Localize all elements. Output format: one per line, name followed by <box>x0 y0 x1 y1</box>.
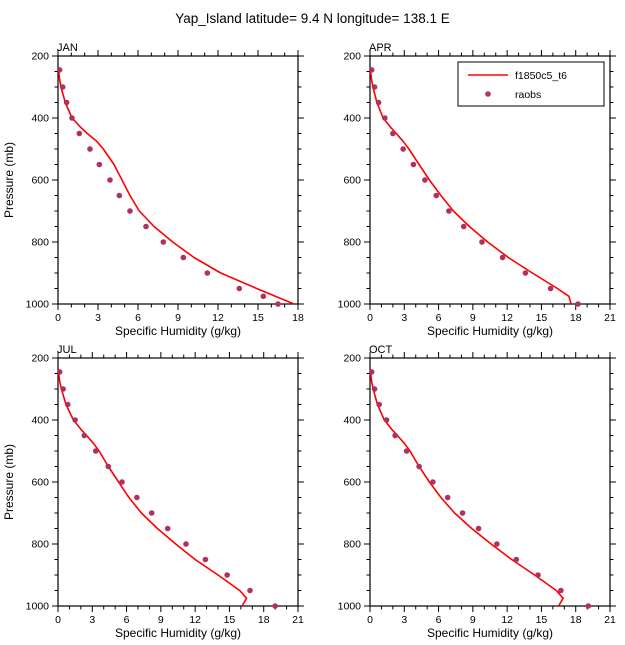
svg-text:Pressure (mb): Pressure (mb) <box>2 444 16 520</box>
svg-text:9: 9 <box>175 312 181 324</box>
svg-text:800: 800 <box>343 539 361 551</box>
svg-text:Specific Humidity (g/kg): Specific Humidity (g/kg) <box>427 626 553 640</box>
svg-text:15: 15 <box>536 312 548 324</box>
svg-text:0: 0 <box>367 312 373 324</box>
svg-text:400: 400 <box>343 415 361 427</box>
svg-text:1000: 1000 <box>26 299 50 311</box>
svg-text:12: 12 <box>501 614 513 626</box>
svg-text:800: 800 <box>31 539 49 551</box>
svg-text:400: 400 <box>31 415 49 427</box>
svg-text:15: 15 <box>536 614 548 626</box>
panel-apr: 0 3 6 9 12 15 18 21 200 400 600 800 1000 APR Specific … <box>312 36 624 338</box>
svg-text:OCT: OCT <box>369 344 393 356</box>
svg-text:9: 9 <box>470 614 476 626</box>
svg-text:3: 3 <box>401 312 407 324</box>
svg-text:Specific Humidity (g/kg): Specific Humidity (g/kg) <box>115 324 241 338</box>
panel-jan-plot: 0 3 6 9 12 15 18 200 400 600 800 1000 JAN Specific Hu… <box>2 42 304 338</box>
figure-title: Yap_Island latitude= 9.4 N longitude= 13… <box>175 10 450 26</box>
svg-text:9: 9 <box>470 312 476 324</box>
svg-text:21: 21 <box>604 614 616 626</box>
svg-text:Specific Humidity (g/kg): Specific Humidity (g/kg) <box>115 626 241 640</box>
svg-text:12: 12 <box>501 312 513 324</box>
svg-text:3: 3 <box>95 312 101 324</box>
svg-text:600: 600 <box>343 477 361 489</box>
panel-jan: 0 3 6 9 12 15 18 200 400 600 800 1000 JAN Specific Hu… <box>0 36 312 338</box>
svg-text:200: 200 <box>31 353 49 365</box>
svg-text:15: 15 <box>224 614 236 626</box>
svg-text:1000: 1000 <box>26 601 50 613</box>
svg-text:Specific Humidity (g/kg): Specific Humidity (g/kg) <box>427 324 553 338</box>
svg-text:3: 3 <box>401 614 407 626</box>
svg-text:6: 6 <box>135 312 141 324</box>
svg-text:200: 200 <box>31 51 49 63</box>
svg-text:200: 200 <box>343 353 361 365</box>
svg-text:0: 0 <box>55 614 61 626</box>
svg-text:12: 12 <box>212 312 224 324</box>
svg-text:raobs: raobs <box>515 89 541 101</box>
panel-oct: 0 3 6 9 12 15 18 21 200 400 600 800 1000 OCT Specific … <box>312 338 624 640</box>
svg-text:21: 21 <box>292 614 304 626</box>
svg-text:800: 800 <box>343 237 361 249</box>
svg-text:21: 21 <box>604 312 616 324</box>
panel-jul-plot: 0 3 6 9 12 15 18 21 200 400 600 800 1000 JUL Specific … <box>2 344 304 640</box>
panel-oct-plot: 0 3 6 9 12 15 18 21 200 400 600 800 1000 OCT Specific … <box>338 344 616 640</box>
svg-text:18: 18 <box>258 614 270 626</box>
svg-text:JUL: JUL <box>57 344 77 356</box>
svg-text:f1850c5_t6: f1850c5_t6 <box>515 70 567 82</box>
svg-text:18: 18 <box>570 614 582 626</box>
svg-text:800: 800 <box>31 237 49 249</box>
svg-text:3: 3 <box>89 614 95 626</box>
svg-text:0: 0 <box>367 614 373 626</box>
svg-text:1000: 1000 <box>338 299 362 311</box>
svg-text:400: 400 <box>343 113 361 125</box>
svg-text:APR: APR <box>369 42 392 54</box>
svg-text:9: 9 <box>158 614 164 626</box>
svg-text:6: 6 <box>436 614 442 626</box>
svg-text:6: 6 <box>124 614 130 626</box>
svg-text:0: 0 <box>55 312 61 324</box>
panel-grid: 0 3 6 9 12 15 18 200 400 600 800 1000 JAN Specific Hu… <box>0 36 624 640</box>
svg-text:18: 18 <box>570 312 582 324</box>
svg-text:600: 600 <box>343 175 361 187</box>
svg-text:1000: 1000 <box>338 601 362 613</box>
svg-text:Pressure (mb): Pressure (mb) <box>2 142 16 218</box>
svg-text:600: 600 <box>31 175 49 187</box>
panel-jul: 0 3 6 9 12 15 18 21 200 400 600 800 1000 JUL Specific … <box>0 338 312 640</box>
svg-text:400: 400 <box>31 113 49 125</box>
svg-text:JAN: JAN <box>57 42 78 54</box>
svg-text:600: 600 <box>31 477 49 489</box>
svg-text:200: 200 <box>343 51 361 63</box>
panel-apr-plot: 0 3 6 9 12 15 18 21 200 400 600 800 1000 APR Specific … <box>338 42 616 338</box>
svg-text:12: 12 <box>189 614 201 626</box>
svg-text:18: 18 <box>292 312 304 324</box>
svg-text:6: 6 <box>436 312 442 324</box>
svg-text:15: 15 <box>252 312 264 324</box>
